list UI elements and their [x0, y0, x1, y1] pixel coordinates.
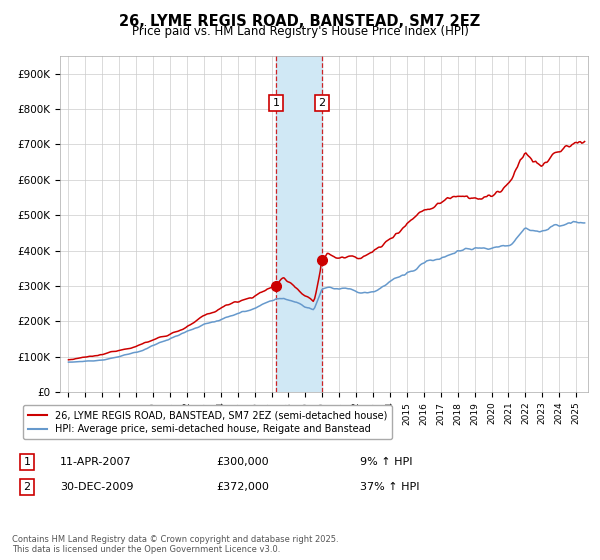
- Text: Price paid vs. HM Land Registry's House Price Index (HPI): Price paid vs. HM Land Registry's House …: [131, 25, 469, 38]
- Text: 30-DEC-2009: 30-DEC-2009: [60, 482, 133, 492]
- Text: 2: 2: [319, 98, 326, 108]
- Text: 1: 1: [272, 98, 280, 108]
- Legend: 26, LYME REGIS ROAD, BANSTEAD, SM7 2EZ (semi-detached house), HPI: Average price: 26, LYME REGIS ROAD, BANSTEAD, SM7 2EZ (…: [23, 405, 392, 439]
- Text: 9% ↑ HPI: 9% ↑ HPI: [360, 457, 413, 467]
- Text: £372,000: £372,000: [216, 482, 269, 492]
- Text: 26, LYME REGIS ROAD, BANSTEAD, SM7 2EZ: 26, LYME REGIS ROAD, BANSTEAD, SM7 2EZ: [119, 14, 481, 29]
- Text: Contains HM Land Registry data © Crown copyright and database right 2025.
This d: Contains HM Land Registry data © Crown c…: [12, 535, 338, 554]
- Text: £300,000: £300,000: [216, 457, 269, 467]
- Bar: [276, 56, 322, 392]
- Text: 1: 1: [23, 457, 31, 467]
- Text: 11-APR-2007: 11-APR-2007: [60, 457, 131, 467]
- Text: 37% ↑ HPI: 37% ↑ HPI: [360, 482, 419, 492]
- Text: 2: 2: [23, 482, 31, 492]
